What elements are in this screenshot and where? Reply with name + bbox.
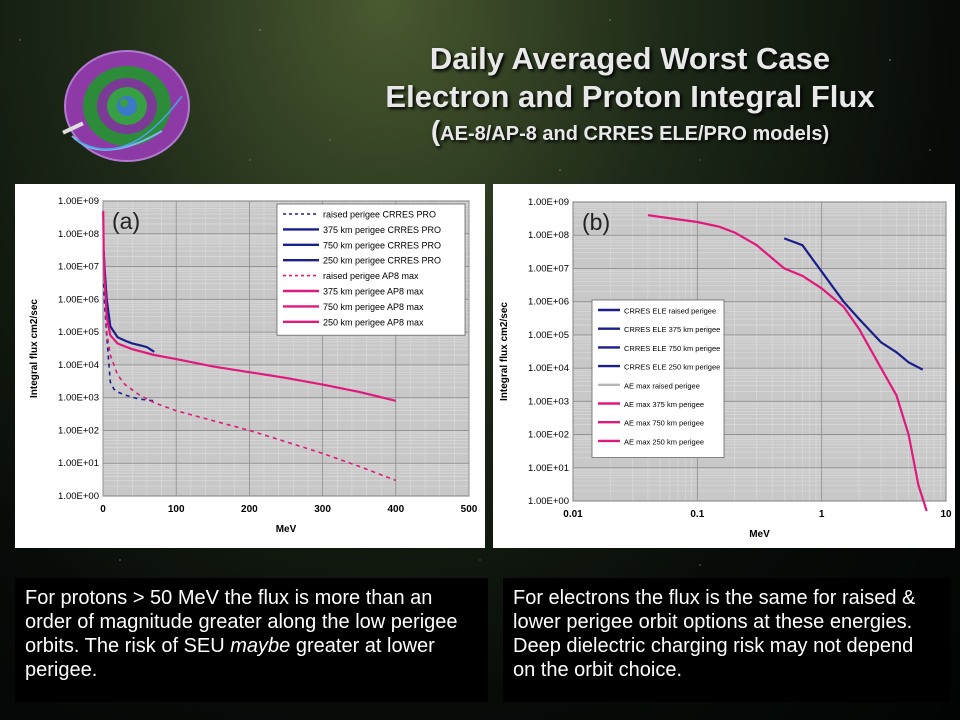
legend-entry: AE max 375 km perigee xyxy=(624,400,704,409)
legend-entry: CRRES ELE 750 km perigee xyxy=(624,344,720,353)
y-tick-label: 1.00E+06 xyxy=(528,297,569,308)
x-axis-title: MeV xyxy=(749,529,770,540)
y-tick-label: 1.00E+05 xyxy=(528,330,569,341)
title-line-2: Electron and Proton Integral Flux xyxy=(385,79,875,114)
y-tick-label: 1.00E+03 xyxy=(58,393,99,404)
x-tick-label: 1 xyxy=(819,509,825,520)
chart-b: 1.00E+00 1.00E+01 1.00E+02 1.00E+03 1.00E+04… xyxy=(499,197,952,540)
panel-label: (b) xyxy=(582,209,610,235)
y-tick-label: 1.00E+02 xyxy=(58,425,99,436)
legend-entry: 750 km perigee AP8 max xyxy=(323,302,424,312)
panel-label: (a) xyxy=(112,208,140,234)
y-tick-label: 1.00E+08 xyxy=(528,230,569,241)
y-tick-label: 1.00E+04 xyxy=(528,363,569,374)
y-axis-title: Integral flux cm2/sec xyxy=(29,299,40,398)
x-tick-label: 500 xyxy=(461,504,478,515)
series-line xyxy=(647,214,928,512)
x-tick-label: 0 xyxy=(100,504,106,515)
legend-entry: CRRES ELE 250 km perigee xyxy=(624,363,720,372)
legend-box xyxy=(276,203,466,336)
y-tick-label: 1.00E+03 xyxy=(528,396,569,407)
y-tick-label: 1.00E+07 xyxy=(58,262,99,273)
series-line xyxy=(102,283,155,402)
y-tick-label: 1.00E+01 xyxy=(58,458,99,469)
legend-entry: AE max raised perigee xyxy=(624,381,700,390)
legend-entry: CRRES ELE raised perigee xyxy=(624,307,716,316)
x-tick-label: 100 xyxy=(168,504,185,515)
legend-box xyxy=(591,299,725,459)
slide-title: Daily Averaged Worst Case Electron and P… xyxy=(300,40,960,149)
x-axis-title: MeV xyxy=(276,524,297,535)
x-tick-label: 0.01 xyxy=(563,509,583,520)
chart-panel-electrons: 1.00E+00 1.00E+01 1.00E+02 1.00E+03 1.00E+04… xyxy=(493,184,955,548)
title-subtitle: AE-8/AP-8 and CRRES ELE/PRO models) xyxy=(440,123,830,145)
title-line-1: Daily Averaged Worst Case xyxy=(429,41,831,76)
x-tick-label: 400 xyxy=(387,504,404,515)
series-line xyxy=(102,210,397,402)
legend-entry: AE max 250 km perigee xyxy=(624,437,704,446)
y-tick-label: 1.00E+04 xyxy=(58,360,99,371)
x-tick-label: 0.1 xyxy=(690,509,704,520)
series-line xyxy=(102,250,397,482)
series-line xyxy=(783,237,924,371)
legend-entry: AE max 750 km perigee xyxy=(624,419,704,428)
caption-protons: For protons > 50 MeV the flux is more th… xyxy=(15,578,488,702)
x-tick-label: 300 xyxy=(314,504,331,515)
y-tick-label: 1.00E+07 xyxy=(528,263,569,274)
title-paren: ( xyxy=(430,115,441,146)
y-axis-title: Integral flux cm2/sec xyxy=(499,302,510,401)
legend-entry: 250 km perigee CRRES PRO xyxy=(323,256,441,266)
legend-entry: 375 km perigee AP8 max xyxy=(323,287,424,297)
caption-protons-part1: For protons > 50 MeV the flux is more th… xyxy=(25,587,458,657)
caption-protons-italic: maybe xyxy=(230,635,291,657)
x-tick-label: 200 xyxy=(241,504,258,515)
legend-entry: 250 km perigee AP8 max xyxy=(323,317,424,327)
y-tick-label: 1.00E+06 xyxy=(58,294,99,305)
x-tick-label: 10 xyxy=(940,509,952,520)
caption-electrons: For electrons the flux is the same for r… xyxy=(503,578,951,702)
y-tick-label: 1.00E+09 xyxy=(528,197,569,208)
radiation-belt-logo xyxy=(62,50,190,162)
y-tick-label: 1.00E+08 xyxy=(58,229,99,240)
y-tick-label: 1.00E+00 xyxy=(58,491,99,502)
chart-a: 1.00E+00 1.00E+01 1.00E+02 1.00E+03 1.00E+04… xyxy=(29,196,478,535)
chart-panel-protons: 1.00E+00 1.00E+01 1.00E+02 1.00E+03 1.00E+04… xyxy=(15,184,485,548)
y-tick-label: 1.00E+02 xyxy=(528,430,569,441)
y-tick-label: 1.00E+01 xyxy=(528,463,569,474)
legend-entry: 375 km perigee CRRES PRO xyxy=(323,225,441,235)
y-tick-label: 1.00E+00 xyxy=(528,496,569,507)
title-line-3: (AE-8/AP-8 and CRRES ELE/PRO models) xyxy=(300,116,960,149)
y-tick-label: 1.00E+09 xyxy=(58,196,99,207)
legend-entry: raised perigee AP8 max xyxy=(323,271,419,281)
legend-entry: raised perigee CRRES PRO xyxy=(323,210,436,220)
legend-entry: CRRES ELE 375 km perigee xyxy=(624,325,720,334)
caption-protons-part2: greater at lower perigee. xyxy=(25,635,435,681)
y-tick-label: 1.00E+05 xyxy=(58,327,99,338)
legend-entry: 750 km perigee CRRES PRO xyxy=(323,240,441,250)
